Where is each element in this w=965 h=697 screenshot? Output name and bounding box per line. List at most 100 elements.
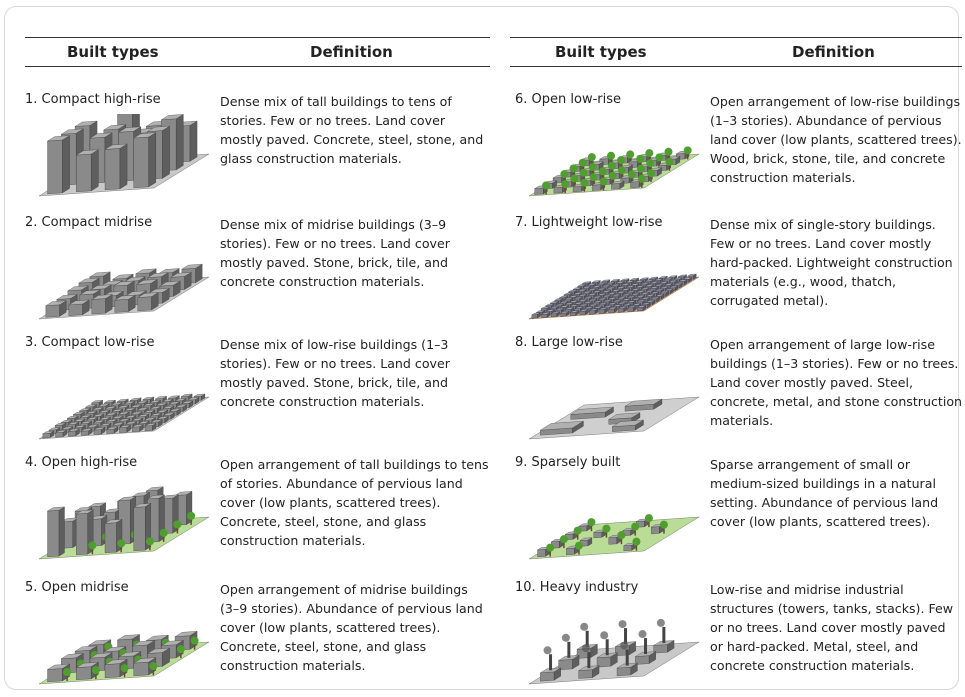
building-roof bbox=[90, 284, 112, 290]
building-roof bbox=[673, 277, 683, 281]
building-roof bbox=[146, 486, 164, 492]
building-face bbox=[560, 312, 567, 317]
building-roof bbox=[80, 420, 92, 424]
building-roof bbox=[632, 303, 641, 306]
building-face bbox=[550, 313, 557, 318]
illustration bbox=[528, 396, 700, 440]
tree bbox=[546, 543, 555, 552]
building-roof bbox=[161, 114, 184, 120]
tree bbox=[636, 154, 645, 163]
building-face bbox=[55, 432, 64, 438]
building-roof bbox=[155, 396, 167, 400]
building-roof bbox=[151, 419, 163, 423]
building-roof bbox=[574, 306, 584, 309]
stack bbox=[605, 639, 609, 656]
smoke bbox=[638, 630, 647, 639]
built-type-name: 4. Open high-rise bbox=[25, 455, 138, 470]
building-roof bbox=[112, 415, 124, 419]
building-roof bbox=[625, 285, 635, 288]
building-face bbox=[42, 433, 51, 439]
building-roof bbox=[635, 280, 644, 283]
building-roof bbox=[91, 294, 113, 300]
building-face bbox=[45, 304, 60, 318]
tree bbox=[91, 666, 100, 675]
building-face bbox=[578, 669, 593, 679]
building-roof bbox=[603, 299, 612, 303]
tree bbox=[561, 180, 570, 189]
tree bbox=[149, 662, 158, 671]
tree bbox=[173, 520, 182, 529]
building-roof bbox=[76, 509, 94, 515]
building-face bbox=[593, 531, 602, 539]
tree bbox=[627, 170, 636, 179]
building-face bbox=[47, 139, 63, 195]
building-roof bbox=[137, 407, 149, 411]
building-roof bbox=[181, 393, 193, 397]
building-face bbox=[598, 309, 605, 314]
building-roof bbox=[193, 393, 206, 397]
building-roof bbox=[89, 652, 113, 659]
building-roof bbox=[92, 407, 104, 411]
building-roof bbox=[635, 290, 645, 293]
illustration bbox=[38, 114, 210, 197]
built-type-name: 3. Compact low-rise bbox=[25, 335, 155, 350]
building-roof bbox=[136, 400, 148, 404]
illustration bbox=[528, 514, 700, 560]
tree bbox=[176, 645, 185, 654]
building-roof bbox=[574, 302, 583, 305]
building-roof bbox=[147, 494, 165, 500]
tree bbox=[587, 153, 596, 162]
building-roof bbox=[147, 647, 170, 654]
building-roof bbox=[68, 299, 90, 306]
building-roof bbox=[174, 631, 198, 637]
building-roof bbox=[124, 407, 136, 411]
building-roof bbox=[135, 268, 157, 274]
stack bbox=[567, 641, 571, 658]
building-roof bbox=[617, 301, 627, 305]
illustration bbox=[38, 630, 210, 685]
building-roof bbox=[631, 292, 640, 296]
building-roof bbox=[630, 288, 640, 291]
building-roof bbox=[664, 288, 674, 292]
building-roof bbox=[133, 503, 151, 508]
building-roof bbox=[132, 492, 150, 497]
tree bbox=[645, 149, 654, 158]
building-roof bbox=[540, 421, 584, 431]
building-roof bbox=[612, 419, 644, 427]
building-side bbox=[176, 114, 184, 171]
tree bbox=[117, 539, 126, 548]
building-roof bbox=[621, 293, 631, 297]
building-roof bbox=[133, 657, 156, 664]
tree bbox=[646, 159, 655, 168]
building-roof bbox=[583, 296, 593, 300]
building-face bbox=[133, 136, 149, 189]
tree bbox=[637, 164, 646, 173]
building-roof bbox=[669, 285, 678, 289]
building-roof bbox=[119, 424, 131, 428]
building-roof bbox=[73, 418, 86, 422]
building-roof bbox=[162, 405, 174, 409]
building-side bbox=[62, 135, 70, 194]
building-roof bbox=[630, 277, 639, 281]
building-roof bbox=[577, 284, 587, 287]
building-face bbox=[137, 296, 152, 312]
tree bbox=[542, 181, 551, 190]
building-roof bbox=[55, 429, 67, 433]
building-roof bbox=[137, 292, 159, 298]
building-roof bbox=[593, 300, 603, 303]
building-roof bbox=[118, 496, 136, 501]
building-roof bbox=[593, 306, 603, 309]
stack bbox=[585, 630, 589, 647]
building-roof bbox=[641, 302, 651, 305]
building-roof bbox=[555, 303, 564, 307]
building-roof bbox=[67, 415, 79, 419]
building-roof bbox=[644, 279, 654, 282]
building-roof bbox=[98, 410, 111, 414]
building-roof bbox=[73, 411, 85, 415]
building-roof bbox=[627, 305, 637, 309]
building-roof bbox=[612, 299, 622, 303]
tree bbox=[659, 520, 668, 529]
building-roof bbox=[569, 300, 578, 303]
building-roof bbox=[601, 279, 610, 282]
building-side bbox=[162, 125, 170, 179]
